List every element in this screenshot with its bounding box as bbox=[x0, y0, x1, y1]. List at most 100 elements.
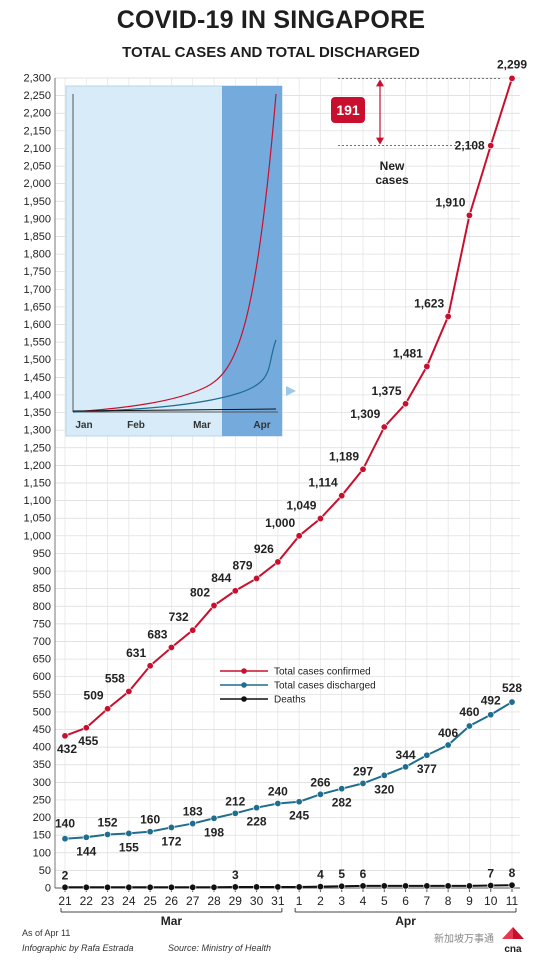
discharged-data-label: 228 bbox=[247, 815, 267, 829]
chart-subtitle: TOTAL CASES AND TOTAL DISCHARGED bbox=[122, 44, 420, 61]
as-of-date: As of Apr 11 bbox=[22, 928, 71, 938]
data-point bbox=[380, 882, 388, 890]
data-point bbox=[465, 722, 473, 730]
x-tick-label: 6 bbox=[402, 894, 409, 908]
new-cases-label: New bbox=[380, 159, 405, 173]
deaths-data-label: 6 bbox=[360, 867, 367, 881]
data-point bbox=[146, 662, 154, 670]
x-tick-label: 21 bbox=[58, 894, 72, 908]
x-tick-label: 10 bbox=[484, 894, 498, 908]
discharged-data-label: 492 bbox=[481, 694, 501, 708]
x-tick-label: 11 bbox=[506, 894, 519, 908]
legend-swatch-dot bbox=[241, 682, 247, 688]
inset-deaths-line bbox=[72, 408, 277, 412]
confirmed-data-label: 844 bbox=[211, 571, 231, 585]
data-point bbox=[274, 883, 282, 891]
y-tick-label: 100 bbox=[33, 847, 51, 859]
x-tick-label: 24 bbox=[122, 894, 136, 908]
confirmed-data-label: 879 bbox=[233, 558, 253, 572]
confirmed-data-label: 2,108 bbox=[455, 139, 485, 153]
x-tick-label: 28 bbox=[207, 894, 221, 908]
discharged-data-label: 406 bbox=[438, 726, 458, 740]
inset-arrow bbox=[286, 386, 296, 396]
discharged-data-label: 160 bbox=[140, 813, 160, 827]
discharged-data-label: 320 bbox=[374, 782, 394, 796]
confirmed-data-label: 509 bbox=[84, 689, 104, 703]
confirmed-data-label: 802 bbox=[190, 586, 210, 600]
y-tick-label: 2,150 bbox=[23, 125, 51, 137]
data-point bbox=[146, 883, 154, 891]
x-tick-label: 7 bbox=[424, 894, 431, 908]
data-point bbox=[167, 643, 175, 651]
data-point bbox=[423, 882, 431, 890]
y-tick-label: 1,150 bbox=[23, 478, 51, 490]
y-tick-label: 1,750 bbox=[23, 266, 51, 278]
confirmed-data-label: 1,375 bbox=[372, 384, 402, 398]
x-tick-label: 9 bbox=[466, 894, 473, 908]
month-label: Apr bbox=[395, 914, 416, 928]
y-tick-label: 800 bbox=[33, 601, 51, 613]
y-tick-label: 1,000 bbox=[23, 530, 51, 542]
data-point bbox=[210, 814, 218, 822]
y-tick-label: 1,250 bbox=[23, 442, 51, 454]
credit-line: Infographic by Rafa Estrada bbox=[22, 943, 134, 953]
x-tick-label: 22 bbox=[80, 894, 94, 908]
y-tick-label: 250 bbox=[33, 794, 51, 806]
data-point bbox=[189, 883, 197, 891]
y-tick-label: 0 bbox=[45, 883, 51, 895]
data-point bbox=[380, 423, 388, 431]
x-tick-label: 26 bbox=[165, 894, 179, 908]
y-tick-label: 200 bbox=[33, 812, 51, 824]
confirmed-data-label: 1,623 bbox=[414, 296, 444, 310]
discharged-data-label: 460 bbox=[459, 705, 479, 719]
y-tick-label: 1,600 bbox=[23, 319, 51, 331]
data-point bbox=[189, 626, 197, 634]
x-tick-label: 5 bbox=[381, 894, 388, 908]
data-point bbox=[423, 362, 431, 370]
y-tick-label: 1,650 bbox=[23, 301, 51, 313]
y-tick-label: 2,250 bbox=[23, 90, 51, 102]
data-point bbox=[125, 687, 133, 695]
data-point bbox=[189, 820, 197, 828]
data-point bbox=[210, 602, 218, 610]
data-point bbox=[487, 882, 495, 890]
new-cases-box bbox=[331, 97, 365, 123]
new-cases-value: 191 bbox=[336, 102, 360, 118]
data-point bbox=[253, 574, 261, 582]
x-tick-label: 25 bbox=[143, 894, 157, 908]
x-tick-label: 8 bbox=[445, 894, 452, 908]
y-tick-label: 950 bbox=[33, 548, 51, 560]
data-point bbox=[316, 515, 324, 523]
confirmed-data-label: 1,481 bbox=[393, 346, 423, 360]
series-line bbox=[64, 701, 513, 840]
confirmed-data-label: 1,049 bbox=[286, 499, 316, 513]
discharged-data-label: 172 bbox=[161, 834, 181, 848]
data-point bbox=[231, 809, 239, 817]
data-point bbox=[487, 142, 495, 150]
deaths-data-label: 5 bbox=[338, 867, 345, 881]
data-point bbox=[465, 882, 473, 890]
data-point bbox=[82, 883, 90, 891]
data-point bbox=[274, 799, 282, 807]
discharged-data-label: 140 bbox=[55, 817, 75, 831]
confirmed-data-label: 1,000 bbox=[265, 516, 295, 530]
data-point bbox=[82, 724, 90, 732]
data-point bbox=[487, 711, 495, 719]
y-tick-label: 1,900 bbox=[23, 213, 51, 225]
data-point bbox=[359, 465, 367, 473]
y-tick-label: 1,500 bbox=[23, 354, 51, 366]
data-point bbox=[316, 883, 324, 891]
data-point bbox=[295, 798, 303, 806]
data-point bbox=[146, 828, 154, 836]
legend-swatch-dot bbox=[241, 696, 247, 702]
y-tick-label: 1,700 bbox=[23, 284, 51, 296]
data-point bbox=[125, 883, 133, 891]
data-point bbox=[104, 705, 112, 713]
data-point bbox=[465, 211, 473, 219]
watermark-text: 新加坡万事通 bbox=[434, 934, 494, 945]
legend-label: Total cases confirmed bbox=[274, 667, 371, 678]
data-point bbox=[295, 883, 303, 891]
legend-label: Total cases discharged bbox=[274, 681, 376, 692]
svg-text:cna: cna bbox=[504, 944, 522, 955]
y-tick-label: 650 bbox=[33, 654, 51, 666]
